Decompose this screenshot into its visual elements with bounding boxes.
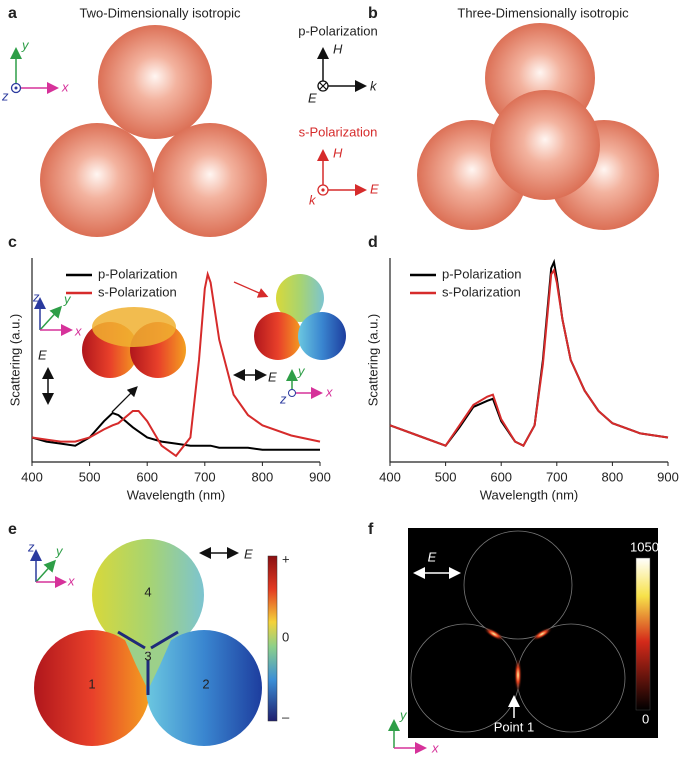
into-page (319, 82, 327, 90)
out-page (321, 188, 325, 192)
field-label: E (38, 347, 47, 362)
field-label: E (268, 369, 277, 384)
axis-label: y (21, 37, 30, 52)
legend-label: p-Polarization (98, 266, 178, 281)
x-tick-label: 600 (490, 469, 512, 484)
panel-label: d (368, 234, 378, 251)
axis-line (389, 258, 668, 463)
sphere (92, 539, 204, 651)
x-tick-label: 500 (79, 469, 101, 484)
colorbar (635, 557, 651, 711)
axis-label: x (74, 323, 82, 338)
inset-sphere (254, 312, 302, 360)
colorbar (267, 555, 278, 722)
field-label: E (244, 546, 253, 561)
x-tick-label: 700 (546, 469, 568, 484)
legend-label: s-Polarization (98, 284, 177, 299)
x-tick-label: 900 (309, 469, 331, 484)
colorbar-label: 0 (642, 711, 649, 726)
x-tick-label: 800 (252, 469, 274, 484)
label: E (370, 181, 379, 196)
x-tick-label: 400 (379, 469, 401, 484)
legend-label: p-Polarization (442, 266, 522, 281)
sphere (98, 25, 212, 139)
pointer (233, 281, 269, 298)
hotspot (531, 627, 553, 641)
panel-label: a (8, 5, 17, 22)
hotspot (483, 627, 505, 641)
axis-label: x (431, 740, 439, 755)
p-title: p-Polarization (298, 23, 378, 38)
panel-label: f (368, 521, 374, 538)
axis-label: y (55, 543, 64, 558)
panel-title: Three-Dimensionally isotropic (457, 5, 629, 20)
axis-label: z (27, 539, 35, 554)
series-line (389, 267, 669, 448)
series-line (389, 258, 669, 448)
panel-title: Two-Dimensionally isotropic (79, 5, 241, 20)
sphere-label: 4 (144, 584, 151, 599)
axis-label: y (399, 707, 408, 722)
axis-label: x (61, 79, 69, 94)
sphere-label: 2 (202, 676, 209, 691)
panel-label: c (8, 234, 17, 251)
colorbar-label: + (282, 551, 290, 566)
axis-label: z (1, 88, 9, 103)
sphere (153, 123, 267, 237)
x-tick-label: 700 (194, 469, 216, 484)
x-tick-label: 600 (136, 469, 158, 484)
panel-label: e (8, 521, 17, 538)
axis-label: y (63, 291, 72, 306)
sphere (490, 90, 600, 200)
axis-label: x (325, 384, 333, 399)
legend-label: s-Polarization (442, 284, 521, 299)
inset-sphere (276, 274, 324, 322)
colorbar-label: – (282, 709, 290, 724)
x-axis-label: Wavelength (nm) (127, 487, 226, 502)
pointer (111, 386, 138, 413)
label: k (309, 192, 317, 207)
axis-arrow (35, 559, 57, 583)
colorbar-label: 0 (282, 629, 289, 644)
axis-label: z (32, 289, 40, 304)
sphere (34, 630, 150, 746)
x-tick-label: 900 (657, 469, 679, 484)
x-tick-label: 800 (602, 469, 624, 484)
y-axis-label: Scattering (a.u.) (7, 314, 22, 407)
axis-arrow (39, 305, 63, 331)
point-label: Point 1 (494, 719, 534, 734)
field-label: E (428, 549, 437, 564)
inset-sphere (92, 307, 176, 347)
sphere (146, 630, 262, 746)
label: H (333, 41, 343, 56)
s-title: s-Polarization (299, 124, 378, 139)
y-axis-label: Scattering (a.u.) (365, 314, 380, 407)
sphere-outline (463, 530, 573, 640)
hotspot (514, 657, 522, 693)
axis-label: z (279, 391, 287, 406)
axis-out (288, 389, 296, 397)
label: E (308, 90, 317, 105)
field-map (408, 528, 658, 738)
x-tick-label: 500 (435, 469, 457, 484)
sphere-label: 1 (88, 676, 95, 691)
x-axis-label: Wavelength (nm) (480, 487, 579, 502)
series-line (31, 270, 321, 458)
label: H (333, 145, 343, 160)
colorbar-label: 1050 (630, 539, 659, 554)
hotspot (117, 630, 179, 695)
sphere-label: 3 (144, 648, 151, 663)
label: k (370, 78, 378, 93)
sphere (40, 123, 154, 237)
axis-label: y (297, 363, 306, 378)
panel-label: b (368, 5, 378, 22)
inset-sphere (298, 312, 346, 360)
axis-label: x (67, 573, 75, 588)
x-tick-label: 400 (21, 469, 43, 484)
axis-out (14, 86, 18, 90)
